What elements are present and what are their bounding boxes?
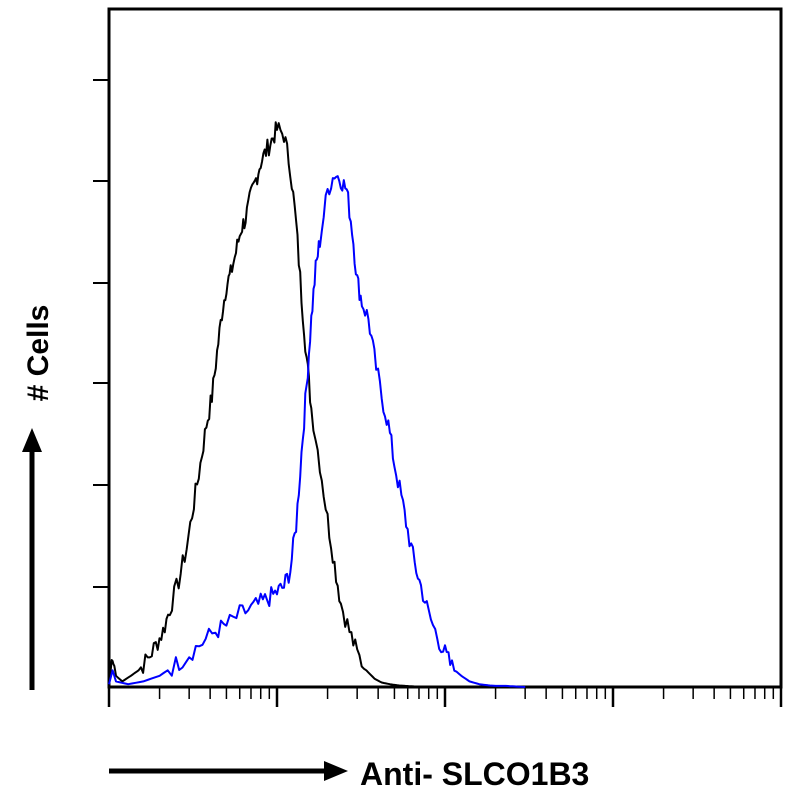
x-axis-arrow [109,761,348,781]
antibody-histogram-line [108,175,526,688]
x-axis-label: Anti- SLCO1B3 [360,756,589,792]
y-axis-label: # Cells [22,305,55,402]
y-axis-arrow [22,428,42,690]
y-axis-ticks [93,79,109,588]
series-layer [108,121,526,688]
x-axis-ticks [107,687,783,707]
control-histogram-line [108,121,420,688]
plot-frame [107,7,783,689]
